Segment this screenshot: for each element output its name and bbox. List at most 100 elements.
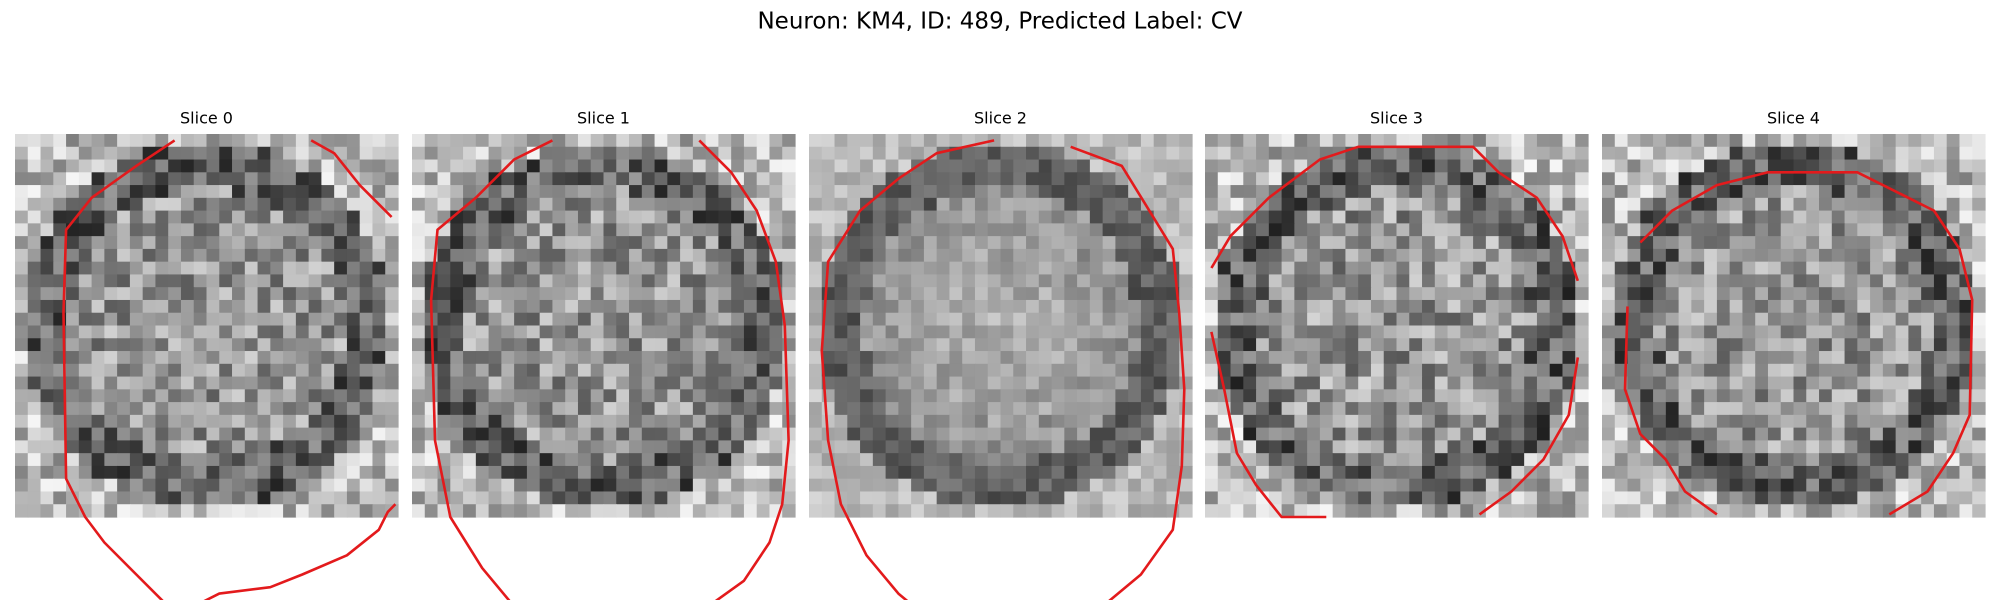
pixel [1409, 287, 1423, 301]
pixel [1205, 261, 1219, 276]
pixel [923, 363, 938, 378]
pixel [539, 274, 554, 288]
pixel [1959, 478, 1973, 493]
pixel [911, 414, 925, 429]
pixel [1972, 478, 1986, 493]
pixel [1179, 236, 1193, 250]
pixel [295, 185, 310, 199]
pixel [1704, 478, 1718, 493]
pixel [1780, 491, 1795, 505]
pixel [987, 274, 1002, 288]
pixel [1933, 159, 1948, 173]
pixel [1038, 287, 1053, 301]
pixel [1780, 312, 1795, 327]
pixel [616, 185, 630, 199]
pixel [334, 223, 348, 237]
pixel [385, 351, 399, 365]
pixel [1793, 248, 1807, 263]
pixel [949, 414, 963, 429]
pixel [898, 402, 912, 416]
pixel [180, 312, 195, 327]
pixel [15, 478, 29, 493]
pixel [1128, 491, 1142, 505]
pixel [385, 504, 399, 518]
pixel [1536, 325, 1551, 339]
pixel [1498, 134, 1512, 148]
pixel [1536, 248, 1551, 263]
pixel [334, 312, 348, 327]
pixel [232, 363, 246, 378]
pixel [590, 172, 605, 186]
pixel [295, 453, 310, 467]
pixel [834, 325, 848, 339]
pixel [654, 440, 668, 454]
pixel [809, 427, 823, 441]
pixel [1179, 491, 1193, 505]
pixel [1857, 274, 1871, 288]
pixel [1665, 159, 1680, 173]
pixel [1933, 478, 1948, 493]
pixel [834, 299, 848, 314]
pixel [847, 351, 861, 365]
pixel [654, 134, 668, 148]
pixel [1729, 185, 1744, 199]
pixel [142, 274, 157, 288]
pixel [756, 338, 771, 352]
pixel [1013, 427, 1027, 441]
pixel [731, 453, 745, 467]
pixel [1972, 287, 1986, 301]
pixel [1281, 440, 1295, 454]
pixel [872, 134, 887, 148]
pixel [1575, 325, 1589, 339]
pixel [129, 210, 144, 224]
pixel [1755, 465, 1769, 480]
pixel [731, 389, 745, 403]
pixel [488, 248, 502, 263]
pixel [91, 453, 105, 467]
pixel [1844, 402, 1858, 416]
pixel [1536, 351, 1551, 365]
pixel [1115, 414, 1129, 429]
pixel [911, 389, 925, 403]
pixel [1806, 274, 1820, 288]
pixel [1319, 287, 1334, 301]
pixel [680, 389, 694, 403]
pixel [769, 325, 783, 339]
pixel [193, 351, 208, 365]
pixel [923, 427, 938, 441]
pixel [1806, 389, 1820, 403]
pixel [1575, 185, 1589, 199]
pixel [78, 146, 93, 161]
pixel [117, 491, 131, 505]
pixel [872, 159, 887, 173]
pixel [308, 325, 322, 339]
pixel [1895, 363, 1909, 378]
pixel [743, 299, 758, 314]
pixel [1614, 274, 1629, 288]
pixel [501, 414, 515, 429]
pixel [1844, 210, 1858, 224]
pixel [1511, 134, 1525, 148]
pixel [1691, 453, 1705, 467]
pixel [1077, 478, 1091, 493]
pixel [1217, 172, 1232, 186]
pixel [1653, 299, 1667, 314]
pixel [168, 440, 182, 454]
pixel [974, 172, 989, 186]
pixel [308, 363, 322, 378]
pixel [1691, 427, 1705, 441]
pixel [1819, 465, 1833, 480]
pixel [1524, 402, 1538, 416]
pixel [104, 465, 118, 480]
pixel [412, 338, 426, 352]
pixel [654, 248, 668, 263]
pixel [872, 351, 887, 365]
pixel [27, 134, 42, 148]
slice-title: Slice 4 [1767, 109, 1820, 128]
pixel [590, 453, 605, 467]
pixel [1921, 402, 1935, 416]
pixel [923, 299, 938, 314]
pixel [1102, 312, 1116, 327]
pixel [962, 223, 976, 237]
pixel [718, 325, 732, 339]
